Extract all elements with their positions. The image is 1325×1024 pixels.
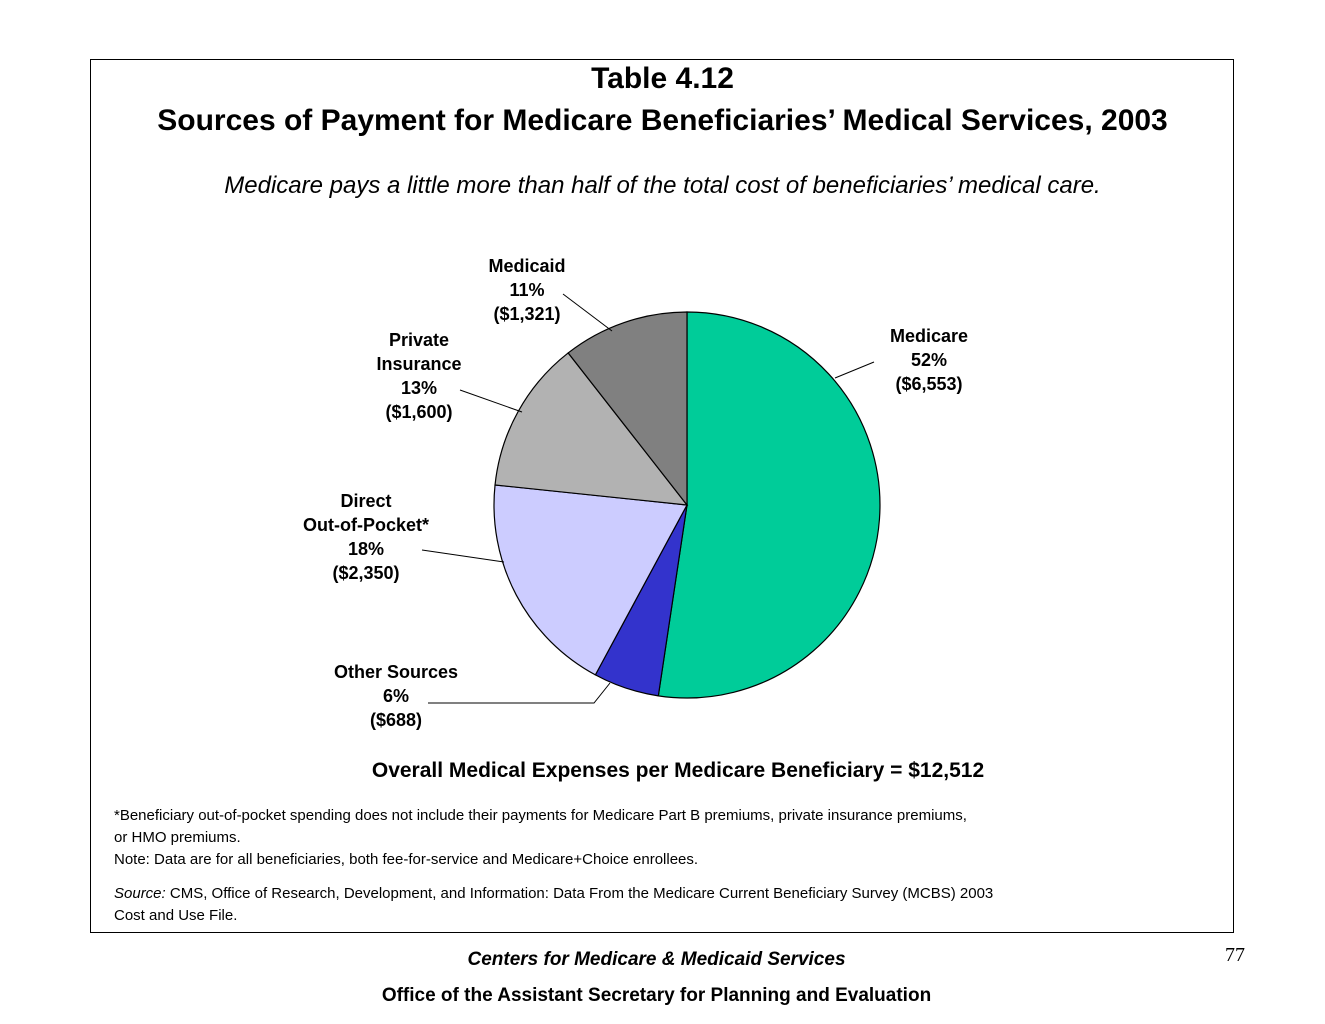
label-other-name: Other Sources [333,662,459,682]
label-medicare-percent: 52% [910,350,948,370]
footer-agency: Centers for Medicare & Medicaid Services [467,949,846,970]
label-medicaid-percent: 11% [509,280,545,300]
footnote-line-3: Note: Data are for all beneficiaries, bo… [114,851,699,868]
pie-slice-direct-out-of-pocket [493,484,688,676]
label-private-name-2: Insurance [376,354,462,374]
table-number: Table 4.12 [591,62,734,95]
footer-office: Office of the Assistant Secretary for Pl… [381,985,932,1006]
leader-line-medicaid [562,293,613,332]
pie-slice-private-insurance [494,352,689,506]
label-medicaid: Medicaid 11% ($1,321) [468,254,586,326]
source-text-1: CMS, Office of Research, Development, an… [165,885,994,902]
label-medicaid-amount: ($1,321) [493,304,561,324]
label-medicare: Medicare 52% ($6,553) [870,324,988,396]
label-direct-name-1: Direct [340,491,392,511]
chart-title: Sources of Payment for Medicare Benefici… [157,104,1168,137]
footnotes: *Beneficiary out-of-pocket spending does… [114,805,1214,871]
label-private-name-1: Private [388,330,450,350]
leader-line-direct [421,549,505,563]
label-direct-name-2: Out-of-Pocket* [303,515,429,535]
source-note: Source: CMS, Office of Research, Develop… [114,883,1214,927]
label-other-amount: ($688) [369,710,423,730]
source-text-2: Cost and Use File. [114,907,238,924]
footnote-line-1: *Beneficiary out-of-pocket spending does… [114,807,967,824]
label-private-percent: 13% [400,378,438,398]
pie-slice-medicare [657,311,881,699]
leader-line-private [459,389,523,413]
label-other-sources: Other Sources 6% ($688) [316,660,476,732]
leader-line-medicare [834,361,875,379]
label-direct-out-of-pocket: Direct Out-of-Pocket* 18% ($2,350) [286,489,446,585]
leader-line-other [428,682,611,704]
label-direct-percent: 18% [347,539,385,559]
chart-subtitle: Medicare pays a little more than half of… [224,172,1101,199]
label-medicaid-name: Medicaid [488,256,566,276]
label-direct-amount: ($2,350) [332,563,400,583]
label-private-amount: ($1,600) [385,402,453,422]
label-medicare-amount: ($6,553) [895,374,963,394]
label-other-percent: 6% [382,686,409,706]
table-frame [90,59,1234,933]
pie-slice-medicaid [567,311,688,507]
overall-expenses: Overall Medical Expenses per Medicare Be… [371,759,985,782]
source-label: Source: [114,885,166,902]
footnote-line-2: or HMO premiums. [114,829,241,846]
page-number: 77 [1225,944,1245,966]
label-medicare-name: Medicare [889,326,969,346]
label-private-insurance: Private Insurance 13% ($1,600) [360,328,478,424]
